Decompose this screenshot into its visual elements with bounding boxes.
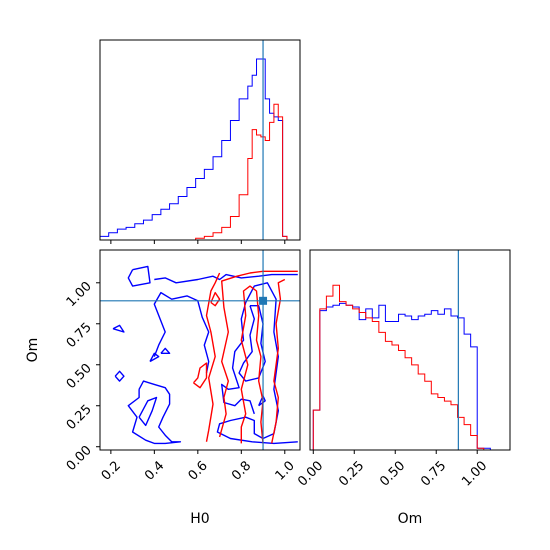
om-axis-label: Om bbox=[25, 338, 41, 363]
h0-marginal-panel bbox=[99, 39, 301, 244]
contour-blue-7 bbox=[138, 396, 158, 427]
h0-xtick-label-4: 1.0 bbox=[273, 458, 298, 483]
om-xtick-label-2: 0.50 bbox=[377, 458, 408, 489]
h0-xtick-label-1: 0.4 bbox=[142, 458, 167, 483]
contour-blue-9 bbox=[160, 347, 171, 354]
contour-red-3 bbox=[271, 278, 286, 444]
contour-blue-4 bbox=[258, 395, 266, 407]
h0-histogram-series-red bbox=[100, 103, 300, 241]
om-ytick-label-4: 1.00 bbox=[64, 279, 95, 310]
contour-red-4 bbox=[192, 362, 208, 389]
h0-xtick-label-2: 0.6 bbox=[186, 458, 211, 483]
contour-red-0 bbox=[218, 270, 298, 438]
contour-blue-5 bbox=[153, 291, 210, 374]
contour-blue-2 bbox=[216, 282, 298, 445]
contour-blue-10 bbox=[112, 324, 125, 333]
truth-marker bbox=[259, 296, 268, 305]
om-histogram-series-blue bbox=[310, 302, 510, 451]
contour-blue-1 bbox=[154, 273, 298, 284]
contour-blue-6 bbox=[127, 380, 182, 445]
om-marginal-axis-label: Om bbox=[398, 511, 423, 527]
om-xtick-label-4: 1.00 bbox=[459, 458, 490, 489]
contour-blue-11 bbox=[114, 370, 125, 382]
h0-axis-label: H0 bbox=[190, 511, 209, 527]
om-histogram-series-red bbox=[310, 284, 510, 451]
om-xtick-label-3: 0.75 bbox=[418, 458, 449, 489]
contour-red-2 bbox=[240, 285, 264, 444]
om-marginal-panel: 0.00 0.25 0.50 0.75 1.00 Om bbox=[295, 249, 511, 527]
contour-frame bbox=[99, 249, 301, 451]
contour-blue-3 bbox=[238, 305, 266, 382]
contour-red-5 bbox=[210, 291, 221, 307]
contour-blue-0 bbox=[127, 265, 151, 287]
h0-histogram-series-blue bbox=[99, 58, 300, 241]
contour-blue-8 bbox=[149, 352, 160, 363]
h0-hist-frame bbox=[99, 39, 301, 241]
om-xtick-label-0: 0.00 bbox=[295, 458, 326, 489]
contour-lines bbox=[100, 250, 300, 450]
h0-xtick-label-3: 0.8 bbox=[229, 458, 254, 483]
om-ytick-label-0: 0.00 bbox=[64, 443, 95, 474]
h0-om-contour-panel: 0.2 0.4 0.6 0.8 1.0 0.00 0.25 0.50 0.75 1.00 H0 Om bbox=[25, 249, 301, 527]
om-xtick-label-1: 0.25 bbox=[336, 458, 367, 489]
contour-red-1 bbox=[205, 272, 221, 442]
om-ytick-label-3: 0.75 bbox=[64, 320, 95, 351]
om-ytick-label-1: 0.25 bbox=[64, 402, 95, 433]
h0-xtick-label-0: 0.2 bbox=[99, 458, 124, 483]
om-ytick-label-2: 0.50 bbox=[64, 361, 95, 392]
om-hist-frame bbox=[309, 249, 511, 451]
